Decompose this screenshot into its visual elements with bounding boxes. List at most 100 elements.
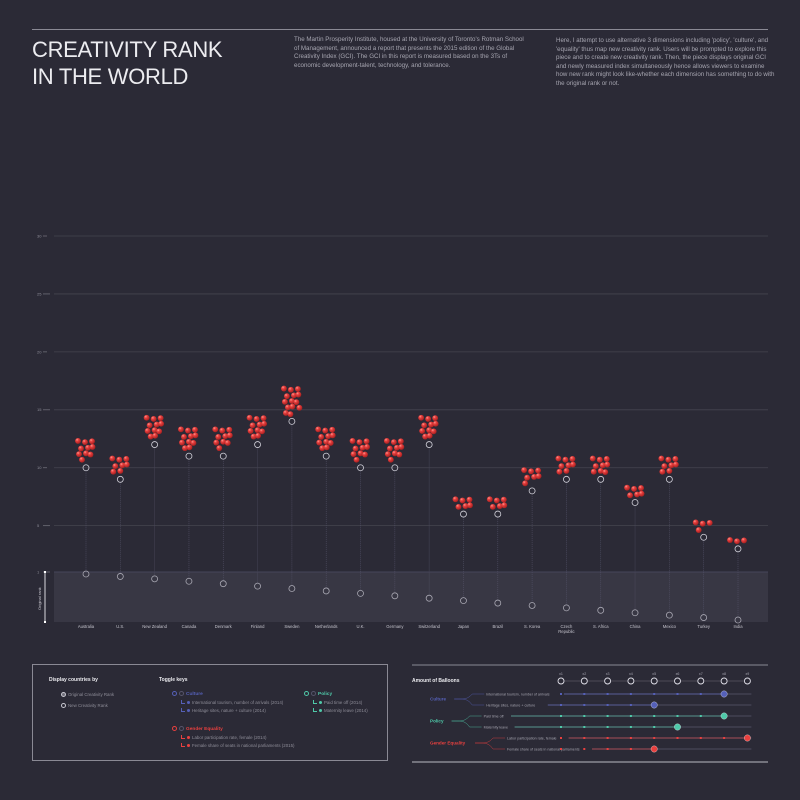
- amount-of-balloons-panel: Amount of Balloons x1 x2 x3 x4 x5 x6 x7 x8 x9 Cult…: [410, 664, 770, 764]
- y-tick-label: 20: [37, 349, 42, 354]
- balloon: [430, 428, 437, 435]
- balloon: [319, 445, 326, 452]
- item-label: Heritage sites, nature + culture: [486, 703, 535, 707]
- balloon: [222, 433, 229, 440]
- item-label: Paid time off: [484, 714, 504, 718]
- country-label: Czech: [560, 624, 573, 629]
- balloon: [224, 440, 231, 446]
- balloon: [658, 455, 665, 462]
- item-label: International tourism, number of arrival…: [486, 692, 550, 696]
- balloon: [467, 502, 473, 509]
- balloon: [327, 440, 334, 446]
- multiplier-label: x9: [746, 672, 750, 676]
- step-dot: [583, 737, 586, 739]
- balloon: [428, 421, 435, 428]
- multiplier-knob-icon: [674, 677, 681, 685]
- toggle-item-labor[interactable]: Labor participation rate, female (2014): [181, 735, 266, 740]
- original-rank-marker: [700, 614, 708, 621]
- original-rank-label: Original rank: [37, 587, 42, 610]
- group-label-gender-equality: Gender Equality: [430, 741, 466, 746]
- balloon: [425, 416, 432, 422]
- balloon: [150, 416, 157, 422]
- toggle-item-heritage[interactable]: Heritage sites, nature + culture (2014): [181, 708, 266, 713]
- country-label: Sweden: [284, 624, 300, 629]
- amount-of-balloons-graph: Amount of Balloons x1 x2 x3 x4 x5 x6 x7 x8 x9 Cult…: [412, 664, 768, 763]
- balloon: [152, 432, 159, 439]
- original-rank-marker: [185, 577, 193, 585]
- toggle-item-maternity[interactable]: Maternity leave (2014): [313, 708, 368, 713]
- balloon: [316, 439, 323, 446]
- value-handle: [744, 734, 751, 742]
- balloon: [391, 450, 398, 457]
- balloon: [329, 432, 336, 439]
- balloon: [699, 520, 706, 527]
- y-tick-label: 1: [37, 569, 40, 574]
- balloon: [661, 463, 668, 470]
- balloon: [596, 456, 603, 463]
- creativity-chart: 30 25 20 15 10 5 1 Original rank Australia U.S. Ne…: [37, 233, 768, 634]
- balloon: [226, 432, 233, 439]
- balloon: [281, 398, 288, 405]
- toggle-ring-icon: [304, 691, 309, 696]
- new-rank-marker: [82, 464, 90, 472]
- balloon: [178, 426, 184, 433]
- toggle-item-tourism[interactable]: International tourism, number of arrival…: [181, 700, 283, 705]
- step-dot: [629, 704, 632, 706]
- balloon: [79, 456, 85, 463]
- balloon: [597, 468, 604, 474]
- balloon: [295, 391, 302, 398]
- step-dot: [583, 715, 586, 717]
- balloon: [359, 444, 366, 451]
- original-rank-marker: [357, 589, 364, 597]
- toggle-ring-icon: [172, 726, 177, 731]
- country-label: S. Korea: [524, 624, 541, 629]
- toggle-gender-equality[interactable]: Gender Equality: [172, 726, 223, 732]
- item-label: Maternity leave: [484, 725, 508, 729]
- balloon: [253, 416, 260, 422]
- country-label: Netherlands: [315, 624, 338, 629]
- value-handle: [650, 745, 658, 753]
- balloon: [666, 468, 673, 474]
- title-line-1: CREATIVITY RANK: [32, 37, 223, 62]
- balloon: [288, 398, 295, 404]
- toggle-policy[interactable]: Policy: [304, 691, 332, 697]
- group-label-policy: Policy: [430, 719, 444, 724]
- balloon: [255, 432, 261, 439]
- original-rank-marker: [288, 585, 296, 592]
- original-rank-marker: [734, 616, 742, 624]
- balloon: [284, 404, 291, 411]
- elbow-icon: [313, 708, 317, 712]
- toggle-culture[interactable]: Culture: [172, 691, 203, 697]
- balloon: [247, 428, 254, 434]
- balloon: [396, 451, 403, 458]
- balloon: [734, 538, 740, 545]
- balloon: [462, 503, 469, 509]
- step-dot: [583, 726, 586, 728]
- balloon: [329, 426, 336, 433]
- country-label: Denmark: [215, 624, 233, 629]
- step-dot: [699, 715, 702, 717]
- balloon: [294, 386, 301, 392]
- top-rule-right: [540, 29, 768, 30]
- balloon: [215, 434, 222, 440]
- step-dot: [583, 704, 586, 706]
- balloon: [186, 444, 193, 451]
- balloon: [112, 463, 119, 470]
- balloon: [624, 484, 630, 491]
- new-rank-marker: [665, 475, 673, 483]
- original-rank-marker: [597, 606, 605, 614]
- original-rank-marker: [425, 594, 433, 602]
- toggle-item-paid-time-off[interactable]: Paid time off (2014): [313, 700, 362, 705]
- balloon: [363, 438, 370, 445]
- balloon: [668, 462, 675, 469]
- step-dot: [629, 737, 632, 739]
- new-rank-marker: [734, 545, 742, 553]
- display-option-new[interactable]: New Creativity Rank: [61, 703, 108, 709]
- balloon: [565, 462, 572, 469]
- balloon: [315, 426, 322, 433]
- country-label: Australia: [78, 624, 95, 629]
- balloon: [569, 456, 576, 462]
- balloon: [672, 461, 679, 468]
- toggle-item-parliament[interactable]: Female share of seats in national parlia…: [181, 743, 295, 748]
- display-option-original[interactable]: Original Creativity Rank: [61, 692, 114, 698]
